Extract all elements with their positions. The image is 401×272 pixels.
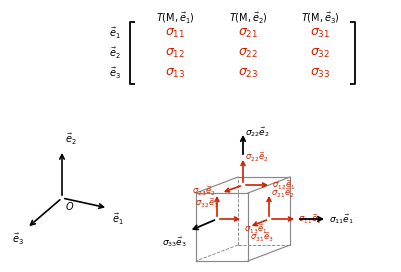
Text: $\sigma_{13}$: $\sigma_{13}$ — [164, 66, 185, 79]
Text: $\sigma_{31}$: $\sigma_{31}$ — [309, 26, 329, 39]
Text: $T(\mathrm{M},\vec{e}_2)$: $T(\mathrm{M},\vec{e}_2)$ — [228, 10, 267, 25]
Text: $T(\mathrm{M},\vec{e}_3)$: $T(\mathrm{M},\vec{e}_3)$ — [300, 10, 338, 25]
Text: $\vec{e}_3$: $\vec{e}_3$ — [12, 232, 24, 247]
Text: $\sigma_{31}\vec{e}_3$: $\sigma_{31}\vec{e}_3$ — [249, 231, 273, 244]
Text: $\sigma_{12}$: $\sigma_{12}$ — [164, 47, 184, 60]
Text: $\sigma_{23}$: $\sigma_{23}$ — [237, 66, 257, 79]
Text: $T(\mathrm{M},\vec{e}_1)$: $T(\mathrm{M},\vec{e}_1)$ — [155, 10, 194, 25]
Text: $\sigma_{11}\vec{e}_1$: $\sigma_{11}\vec{e}_1$ — [328, 212, 353, 226]
Text: $\sigma_{22}\vec{e}_2$: $\sigma_{22}\vec{e}_2$ — [244, 150, 268, 164]
Text: $\sigma_{23}\vec{e}_2$: $\sigma_{23}\vec{e}_2$ — [191, 184, 215, 198]
Text: $\sigma_{33}\vec{e}_3$: $\sigma_{33}\vec{e}_3$ — [162, 235, 186, 249]
Text: $\sigma_{33}$: $\sigma_{33}$ — [309, 66, 329, 79]
Text: $\sigma_{22}$: $\sigma_{22}$ — [237, 47, 257, 60]
Text: $\sigma_{21}$: $\sigma_{21}$ — [237, 26, 257, 39]
Text: $\sigma_{12}\vec{e}_1$: $\sigma_{12}\vec{e}_1$ — [271, 178, 295, 192]
Text: $\sigma_{13}\vec{e}_1$: $\sigma_{13}\vec{e}_1$ — [243, 223, 267, 236]
Text: $\sigma_{21}\vec{e}_2$: $\sigma_{21}\vec{e}_2$ — [270, 186, 294, 200]
Text: $\vec{e}_1$: $\vec{e}_1$ — [112, 212, 124, 227]
Text: $\sigma_{11}\vec{e}_1$: $\sigma_{11}\vec{e}_1$ — [297, 212, 320, 226]
Text: $\sigma_{22}\vec{e}_2$: $\sigma_{22}\vec{e}_2$ — [244, 125, 269, 139]
Text: $\vec{e}_3$: $\vec{e}_3$ — [109, 65, 121, 81]
Text: $\vec{e}_1$: $\vec{e}_1$ — [109, 25, 121, 41]
Text: $\sigma_{32}$: $\sigma_{32}$ — [309, 47, 329, 60]
Text: $\sigma_{11}$: $\sigma_{11}$ — [164, 26, 184, 39]
Text: $\sigma_{32}\vec{e}_3$: $\sigma_{32}\vec{e}_3$ — [195, 197, 219, 210]
Text: $O$: $O$ — [65, 200, 74, 212]
Text: $\vec{e}_2$: $\vec{e}_2$ — [65, 132, 77, 147]
Text: $\vec{e}_2$: $\vec{e}_2$ — [109, 45, 121, 61]
